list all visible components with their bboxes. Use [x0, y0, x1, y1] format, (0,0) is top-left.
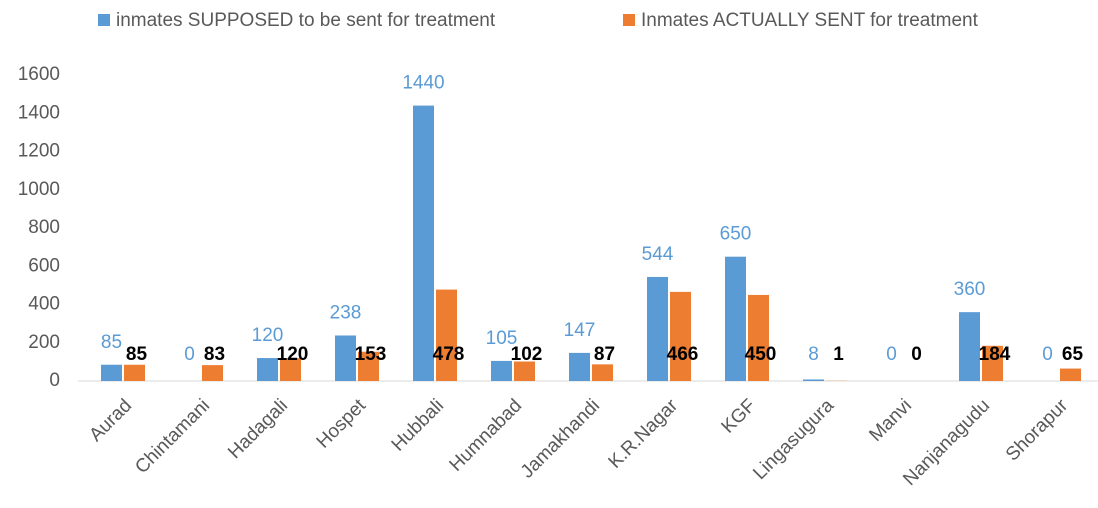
value-label: 83: [204, 344, 225, 365]
value-label: 85: [126, 344, 148, 365]
bar: [569, 353, 590, 381]
x-tick-label: Hubbali: [388, 395, 448, 455]
value-label: 0: [1042, 344, 1053, 365]
bar: [803, 379, 824, 381]
value-label: 85: [101, 332, 122, 353]
value-label: 184: [979, 344, 1011, 365]
legend-label: Inmates ACTUALLY SENT for treatment: [641, 10, 979, 31]
x-tick-label: Jamakhandi: [517, 395, 604, 482]
bar: [491, 361, 512, 381]
value-label: 478: [433, 344, 465, 365]
value-label: 153: [355, 344, 387, 365]
value-label: 1440: [402, 73, 444, 94]
bar: [725, 257, 746, 381]
y-tick-label: 400: [28, 294, 60, 315]
value-label: 0: [184, 344, 195, 365]
bar: [1060, 369, 1081, 381]
value-label: 65: [1062, 344, 1084, 365]
x-tick-label: KGF: [718, 395, 760, 437]
value-label: 102: [511, 344, 543, 365]
value-label: 450: [745, 344, 777, 365]
value-label: 544: [642, 244, 674, 265]
y-tick-label: 800: [28, 217, 60, 238]
y-tick-label: 1400: [18, 102, 60, 123]
bar: [202, 365, 223, 381]
bar: [413, 106, 434, 381]
y-tick-label: 1000: [18, 179, 60, 200]
x-tick-label: Aurad: [85, 395, 136, 446]
value-label: 466: [667, 344, 699, 365]
y-tick-label: 200: [28, 332, 60, 353]
x-tick-label: Hospet: [313, 395, 371, 453]
bar: [257, 358, 278, 381]
x-tick-label: Hadagali: [224, 395, 292, 463]
bar: [592, 364, 613, 381]
legend-label: inmates SUPPOSED to be sent for treatmen…: [116, 10, 496, 31]
value-label: 238: [330, 302, 362, 323]
bar: [101, 365, 122, 381]
value-label: 87: [594, 344, 615, 365]
bar: [748, 295, 769, 381]
x-tick-label: Chintamani: [131, 395, 214, 478]
x-tick-label: K.R.Nagar: [605, 395, 683, 473]
y-tick-label: 1200: [18, 141, 60, 162]
bar: [335, 335, 356, 381]
bar: [124, 365, 145, 381]
value-label: 120: [277, 344, 309, 365]
bar: [670, 292, 691, 381]
y-tick-label: 0: [49, 370, 60, 391]
legend-swatch: [98, 14, 110, 26]
legend-swatch: [623, 14, 635, 26]
bar: [436, 290, 457, 381]
x-tick-label: Humnabad: [446, 395, 527, 476]
value-label: 360: [954, 279, 986, 300]
y-tick-label: 1600: [18, 64, 60, 85]
value-label: 1: [833, 344, 844, 365]
x-tick-label: Shorapur: [1002, 395, 1073, 466]
bar: [959, 312, 980, 381]
x-tick-label: Manvi: [865, 395, 916, 446]
x-tick-label: Lingasugura: [749, 395, 838, 484]
value-label: 147: [564, 320, 596, 341]
value-label: 8: [808, 344, 819, 365]
value-label: 0: [911, 344, 922, 365]
bar: [647, 277, 668, 381]
y-tick-label: 600: [28, 255, 60, 276]
value-label: 120: [252, 325, 284, 346]
value-label: 650: [720, 224, 752, 245]
value-label: 0: [886, 344, 897, 365]
